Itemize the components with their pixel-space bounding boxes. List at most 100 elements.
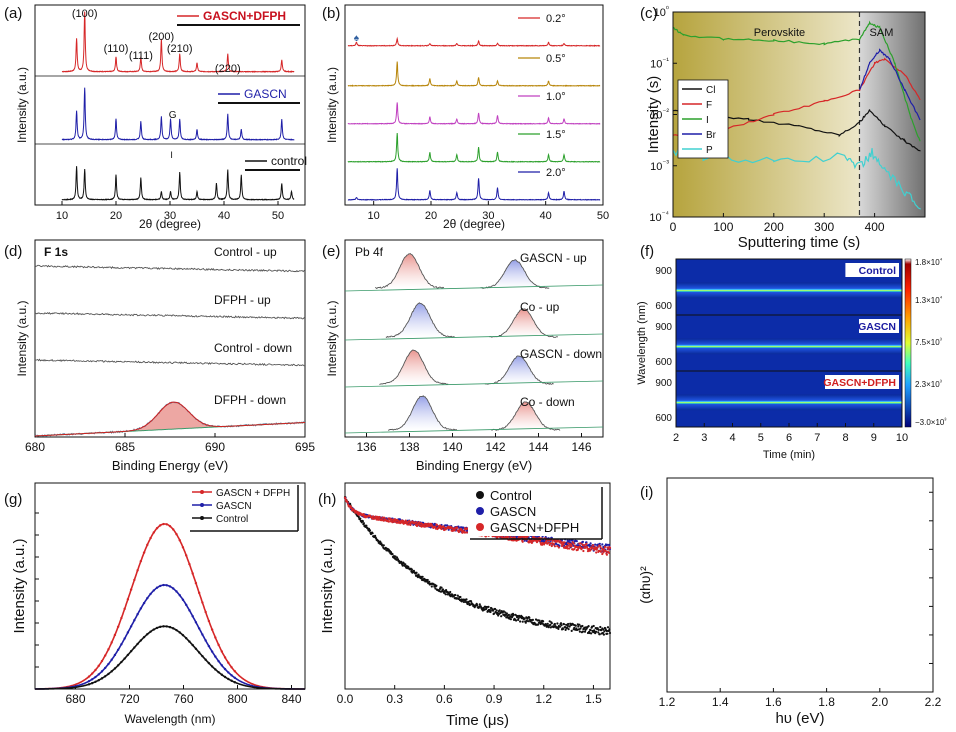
pl-datapoint: [214, 636, 217, 639]
trpl-datapoint: [538, 619, 541, 622]
pl-datapoint: [133, 619, 136, 622]
pl-datapoint: [139, 639, 143, 642]
legend-entry-h: GASCN+DFPH: [490, 520, 579, 535]
pl-datapoint: [100, 659, 104, 663]
sub-panel-tag: [845, 263, 899, 277]
trpl-datapoint: [608, 631, 612, 635]
x-tick-label: 10: [56, 210, 68, 222]
pl-datapoint: [165, 584, 168, 587]
trpl-datapoint: [603, 630, 606, 633]
spectrum-label-d: Control - down: [214, 341, 292, 355]
trpl-datapoint: [383, 516, 386, 519]
trpl-datapoint: [549, 623, 552, 627]
trpl-datapoint: [389, 551, 393, 554]
pl-spectrum-GASCN + DFPH: [35, 523, 305, 690]
y-axis-label-h: Intensity (a.u.): [319, 538, 336, 633]
x-tick-label: 146: [571, 440, 591, 454]
trpl-datapoint: [599, 625, 602, 629]
trpl-datapoint: [498, 609, 501, 612]
pl-datapoint: [201, 601, 204, 604]
xrd-tilt-pattern-1.0°: [347, 102, 601, 125]
peak-fill-e: [484, 356, 554, 384]
pl-datapoint: [223, 656, 227, 659]
trpl-datapoint: [365, 524, 368, 527]
pl-datapoint: [113, 633, 117, 637]
trpl-datapoint: [521, 620, 524, 623]
x-tick-label: 685: [115, 440, 135, 454]
trpl-datapoint: [451, 593, 454, 596]
xps-fit-d: [35, 401, 305, 437]
trpl-datapoint: [524, 621, 527, 624]
trpl-datapoint: [496, 535, 499, 538]
trpl-datapoint: [579, 542, 582, 545]
x-tick-label: 5: [758, 432, 764, 444]
trpl-datapoint: [604, 627, 607, 630]
peak-label: (111): [129, 50, 153, 62]
xps-background-e: [344, 380, 604, 388]
trpl-datapoint: [581, 624, 584, 628]
trpl-datapoint: [600, 629, 603, 632]
y-tick-label: 900: [655, 266, 672, 277]
trpl-datapoint: [378, 516, 381, 519]
pl-datapoint: [149, 630, 152, 633]
x-tick-label: 1.2: [659, 695, 676, 709]
trpl-datapoint: [547, 541, 550, 544]
trpl-datapoint: [408, 520, 411, 523]
spectrum-label-e: Co - up: [520, 300, 560, 314]
trpl-datapoint: [459, 595, 462, 599]
pl-datapoint: [116, 664, 120, 667]
trpl-datapoint: [579, 627, 582, 630]
pl-datapoint: [214, 668, 217, 671]
x-tick-label: 30: [482, 210, 494, 222]
pl-datapoint: [168, 585, 172, 588]
pl-datapoint: [185, 603, 188, 607]
pl-datapoint: [136, 613, 139, 616]
trpl-datapoint: [560, 624, 563, 627]
y-tick-label: 600: [655, 413, 672, 424]
trpl-datapoint: [574, 624, 577, 627]
trpl-datapoint: [572, 542, 575, 545]
trpl-datapoint: [541, 535, 544, 538]
trpl-datapoint: [538, 539, 542, 542]
x-axis-label-i: hυ (eV): [775, 710, 824, 727]
pl-datapoint: [165, 625, 168, 628]
trpl-datapoint: [562, 543, 565, 546]
depth-profile-P: [672, 145, 921, 210]
trpl-datapoint: [500, 615, 503, 618]
trpl-datapoint: [435, 584, 438, 587]
y-tick-label: 10⁻³: [650, 158, 669, 172]
x-axis-label-a: 2θ (degree): [139, 217, 201, 231]
legend-marker-h: [476, 507, 484, 515]
y-axis-label-b: Intensity (a.u.): [325, 67, 339, 143]
x-tick-label: 138: [399, 440, 419, 454]
legend-marker-h: [476, 491, 484, 499]
legend-entry-h: Control: [490, 488, 532, 503]
colorbar-label: −3.0×10³: [915, 418, 946, 427]
pl-datapoint: [168, 524, 172, 528]
x-tick-label: 50: [597, 210, 609, 222]
trpl-datapoint: [580, 547, 584, 550]
pl-datapoint: [191, 615, 194, 618]
trpl-datapoint: [578, 623, 581, 626]
xrd-pattern-GASCN: [61, 87, 295, 141]
pl-datapoint: [188, 640, 191, 643]
pl-datapoint: [185, 554, 188, 557]
panel-label-c: (c): [640, 5, 658, 22]
x-tick-label: 6: [786, 432, 792, 444]
pl-datapoint: [87, 679, 91, 683]
pl-datapoint: [110, 641, 113, 644]
legend-entry-a: GASCN+DFPH: [203, 9, 286, 23]
x-tick-label: 40: [540, 210, 552, 222]
pl-datapoint: [233, 670, 236, 673]
plot-frame-g: [34, 482, 306, 690]
trpl-datapoint: [553, 622, 557, 626]
x-tick-label: 144: [528, 440, 548, 454]
y-axis-label-c: Intensity (s): [645, 76, 662, 154]
trpl-datapoint: [552, 542, 555, 545]
pl-datapoint: [94, 668, 97, 672]
pl-datapoint: [210, 665, 214, 668]
trpl-datapoint: [595, 548, 598, 551]
trpl-datapoint: [394, 555, 397, 558]
xps-background-e: [344, 426, 604, 434]
